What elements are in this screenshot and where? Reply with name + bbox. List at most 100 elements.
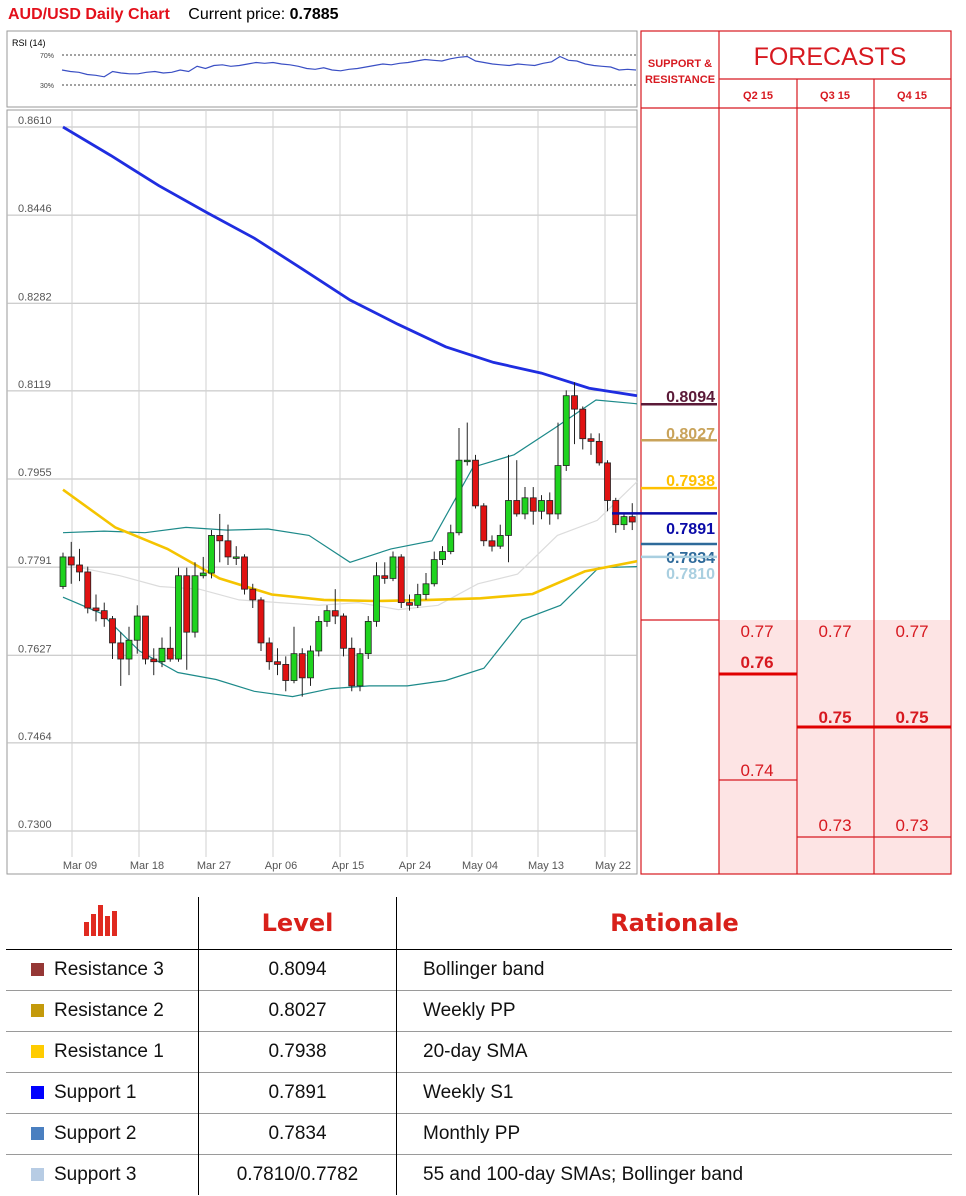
level-name: Resistance 3 [54, 958, 164, 980]
x-tick-label: May 04 [462, 860, 498, 872]
candle [100, 602, 108, 627]
candle [529, 487, 537, 525]
candle [414, 583, 422, 608]
level-value: 0.7938 [198, 1031, 397, 1073]
chart-header: AUD/USD Daily Chart Current price: 0.788… [8, 6, 339, 24]
candle [274, 648, 281, 676]
level-label: 0.8094 [666, 389, 715, 406]
forecast-q2-value-2: 0.76 [740, 653, 773, 672]
candle [109, 616, 116, 660]
table-header-level: Level [198, 897, 397, 950]
candle [422, 573, 430, 600]
candle [84, 566, 92, 614]
candle [249, 583, 257, 608]
level-value: 0.7891 [198, 1072, 397, 1114]
candle [59, 552, 67, 590]
x-tick-label: Apr 15 [332, 860, 364, 872]
level-label: 0.7810 [666, 566, 715, 583]
level-color-swatch [31, 1168, 44, 1181]
candle [381, 562, 389, 584]
table-header-rationale: Rationale [396, 897, 952, 950]
level-label: 0.7891 [666, 521, 715, 538]
candle [125, 626, 133, 676]
level-label: 0.8027 [666, 426, 715, 443]
candle [571, 382, 578, 445]
candle [505, 454, 512, 563]
forecast-q3-value-1: 0.77 [818, 622, 851, 641]
candle [587, 433, 595, 455]
level-color-swatch [31, 1045, 44, 1058]
y-tick-label: 0.8282 [18, 291, 52, 303]
candle [142, 615, 149, 665]
level-name-cell: Support 2 [6, 1113, 199, 1155]
level-rationale: Weekly S1 [396, 1072, 952, 1114]
table-row: Resistance 3 0.8094 Bollinger band [6, 949, 952, 991]
y-tick-label: 0.8119 [18, 379, 51, 391]
forecast-border [640, 30, 952, 875]
x-tick-label: Mar 27 [197, 860, 231, 872]
level-rationale: Monthly PP [396, 1113, 952, 1155]
candle [373, 562, 380, 627]
levels-table: Level Rationale Resistance 3 0.8094 Bollin… [6, 897, 952, 1195]
level-value: 0.7810/0.7782 [198, 1154, 397, 1195]
rsi-panel [6, 30, 638, 108]
rsi-line [61, 55, 637, 78]
candle [166, 626, 174, 662]
candle [546, 492, 554, 525]
forecast-q2-value-3: 0.74 [740, 761, 773, 780]
candle [604, 460, 611, 512]
level-name: Resistance 1 [54, 1040, 164, 1062]
candle [463, 422, 471, 466]
level-name: Support 1 [54, 1081, 137, 1103]
forecast-q4-value-2: 0.75 [895, 708, 928, 727]
level-name: Support 2 [54, 1122, 137, 1144]
candle [282, 656, 290, 692]
candle [331, 589, 339, 625]
sr-header-line2: RESISTANCE [645, 74, 715, 86]
level-color-swatch [31, 1086, 44, 1099]
sma-gray-line [79, 481, 638, 611]
candle [257, 597, 265, 651]
table-row: Support 1 0.7891 Weekly S1 [6, 1072, 952, 1114]
y-axis: 0.8610 0.8446 0.8282 0.8119 0.7955 0.7791 0.76… [18, 115, 52, 831]
forecast-panel: SUPPORT & RESISTANCE FORECASTS Q2 15 Q3 … [640, 30, 952, 875]
forecast-q4-value-3: 0.73 [895, 816, 928, 835]
level-rationale: Weekly PP [396, 990, 952, 1032]
x-tick-label: Mar 18 [130, 860, 164, 872]
level-value: 0.7834 [198, 1113, 397, 1155]
level-color-swatch [31, 963, 44, 976]
y-tick-label: 0.8610 [18, 115, 52, 127]
bollinger-upper-line [62, 399, 638, 563]
rsi-label: RSI (14) [12, 38, 46, 48]
candle [150, 648, 158, 676]
candle [298, 648, 306, 697]
level-name: Support 3 [54, 1163, 137, 1185]
candle [290, 626, 298, 684]
rsi-30-label: 30% [40, 83, 54, 90]
current-price-value: 0.7885 [289, 6, 339, 23]
level-rationale: Bollinger band [423, 959, 545, 980]
candle [216, 513, 224, 563]
candle [439, 546, 446, 565]
candle [521, 487, 529, 520]
table-row: Support 2 0.7834 Monthly PP [6, 1113, 952, 1155]
candle [447, 524, 455, 555]
candle [348, 637, 356, 692]
candle [315, 616, 323, 657]
forecast-q2-value-1: 0.77 [740, 622, 773, 641]
forecasts-title: FORECASTS [754, 43, 907, 71]
candle [455, 427, 463, 536]
candlesticks [59, 382, 636, 697]
x-tick-label: Mar 09 [63, 860, 97, 872]
candle [232, 546, 240, 565]
y-tick-label: 0.7791 [18, 555, 52, 567]
x-axis: Mar 09 Mar 18 Mar 27 Apr 06 Apr 15 Apr 24 May … [63, 860, 631, 872]
level-color-swatch [31, 1127, 44, 1140]
level-name-cell: Support 1 [6, 1072, 199, 1114]
level-name-cell: Resistance 2 [6, 990, 199, 1032]
level-color-swatch [31, 1004, 44, 1017]
price-grid [7, 110, 637, 857]
table-row: Resistance 1 0.7938 20-day SMA [6, 1031, 952, 1073]
x-tick-label: Apr 06 [265, 860, 297, 872]
price-panel [6, 109, 638, 875]
